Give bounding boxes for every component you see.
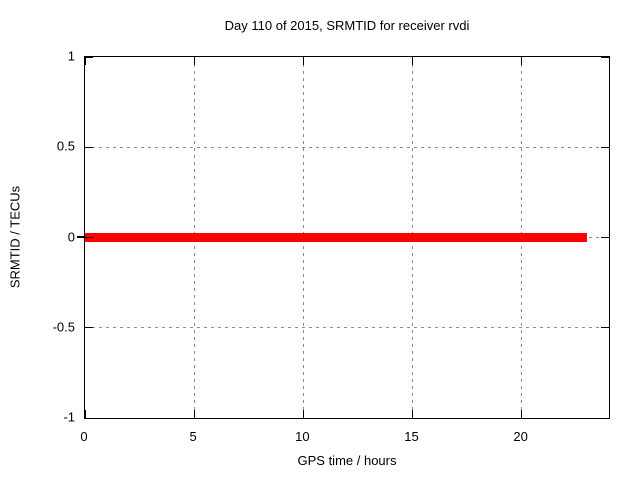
y-tick-mark--1 [85, 417, 93, 418]
x-tick-mark-0 [85, 410, 86, 418]
y-tick-label: 1 [67, 48, 75, 64]
y-tick-mark-0.5 [601, 146, 609, 148]
x-tick-mark-10 [302, 57, 304, 65]
x-tick-mark-20 [521, 57, 523, 65]
gridline-y--0.5 [85, 327, 609, 329]
y-tick-mark-0 [601, 237, 609, 238]
x-tick-label: 5 [189, 429, 197, 444]
y-tick-mark-0.5 [85, 146, 93, 148]
data-series-srmtid [85, 233, 588, 242]
x-tick-mark-15 [412, 57, 413, 65]
x-tick-label: 0 [80, 429, 88, 444]
x-axis-label: GPS time / hours [297, 453, 397, 468]
x-tick-mark-5 [193, 57, 195, 65]
x-tick-mark-0 [85, 57, 86, 65]
gridline-y-0.5 [85, 146, 609, 148]
y-tick-label: -0.5 [52, 319, 75, 335]
x-tick-mark-15 [412, 410, 413, 418]
y-zero-outer-tick-mark [77, 235, 84, 238]
y-tick-label: -1 [63, 409, 75, 425]
y-tick-mark--0.5 [85, 327, 93, 329]
y-tick-mark--1 [601, 417, 609, 418]
x-tick-mark-5 [193, 410, 195, 418]
x-tick-mark-10 [302, 410, 304, 418]
x-tick-mark-20 [521, 410, 523, 418]
plot-area [84, 56, 610, 419]
y-tick-label: 0.5 [56, 138, 75, 154]
y-tick-mark-1 [85, 57, 93, 58]
y-axis-label: SRMTID / TECUs [7, 185, 23, 289]
chart-title: Day 110 of 2015, SRMTID for receiver rvd… [224, 18, 470, 33]
y-tick-label: 0 [67, 229, 75, 244]
y-tick-mark-1 [601, 57, 609, 58]
y-tick-mark-0 [85, 237, 93, 238]
y-tick-mark--0.5 [601, 327, 609, 329]
x-tick-label: 20 [513, 429, 528, 444]
x-tick-label: 15 [404, 429, 419, 444]
x-tick-label: 10 [295, 429, 310, 444]
